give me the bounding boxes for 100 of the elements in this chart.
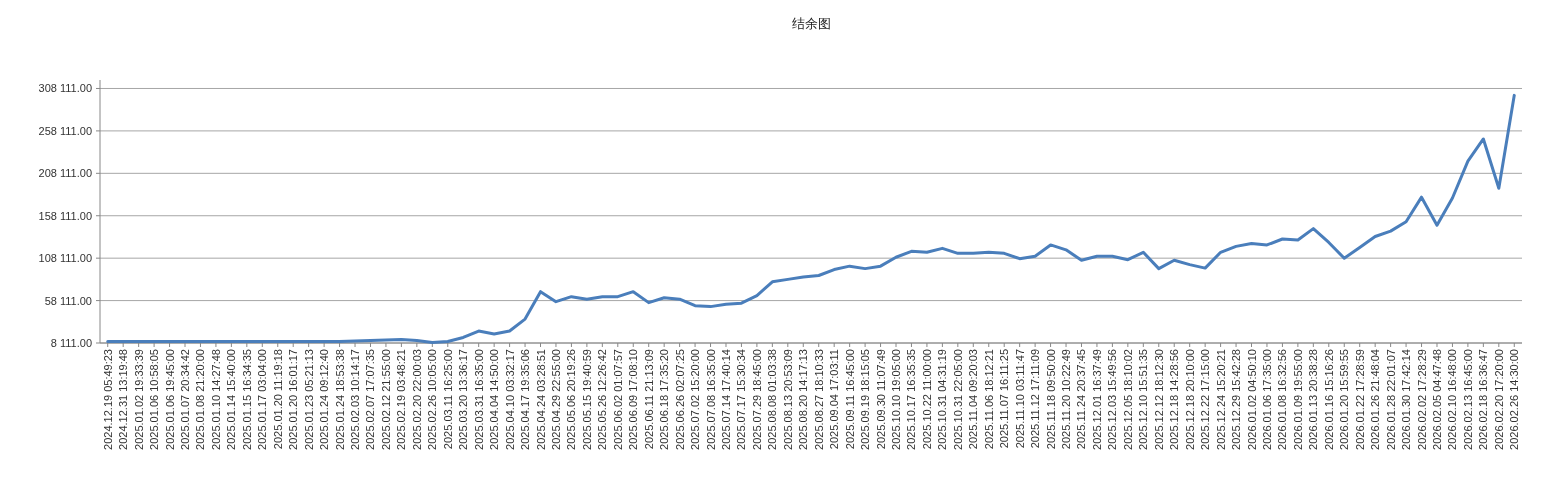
chart-title: 结余图 — [791, 16, 831, 31]
x-tick-label: 2026.01.20 15:59:55 — [1338, 349, 1351, 450]
x-tick-label: 2025.02.12 21:55:00 — [379, 349, 392, 450]
x-tick-label: 2026.02.02 17:28:29 — [1415, 349, 1428, 450]
x-tick-label: 2025.05.26 12:26:42 — [596, 349, 609, 450]
x-tick-label: 2025.02.20 22:00:03 — [410, 349, 423, 450]
y-tick-label: 158 111.00 — [38, 209, 92, 222]
x-tick-label: 2025.02.03 10:14:17 — [349, 349, 362, 450]
x-tick-label: 2026.01.30 17:42:14 — [1400, 349, 1413, 450]
x-tick-label: 2025.11.20 10:22:49 — [1060, 349, 1073, 450]
x-tick-label: 2025.11.04 09:20:03 — [967, 349, 980, 450]
x-tick-label: 2025.12.01 16:37:49 — [1090, 349, 1103, 450]
x-tick-label: 2025.12.18 14:28:56 — [1168, 349, 1181, 450]
x-tick-label: 2025.07.29 18:45:00 — [750, 349, 763, 450]
x-tick-label: 2025.08.20 14:17:13 — [797, 349, 810, 450]
x-tick-label: 2025.12.03 15:49:56 — [1106, 349, 1119, 450]
y-tick-label: 258 111.00 — [38, 124, 92, 137]
y-tick-label: 58 111.00 — [44, 294, 92, 307]
x-tick-label: 2026.02.26 14:30:00 — [1508, 349, 1521, 450]
x-tick-label: 2024.12.31 13:19:48 — [117, 349, 130, 450]
y-tick-label: 208 111.00 — [38, 167, 92, 180]
x-tick-label: 2025.03.20 13:36:17 — [457, 349, 470, 450]
x-tick-label: 2025.01.06 10:58:05 — [148, 349, 161, 450]
x-tick-label: 2026.02.10 16:48:00 — [1446, 349, 1459, 450]
x-tick-label: 2025.04.24 03:28:51 — [534, 349, 547, 450]
x-tick-label: 2025.01.08 21:20:00 — [194, 349, 207, 450]
x-tick-label: 2025.06.02 01:07:57 — [611, 349, 624, 450]
x-tick-label: 2026.01.02 04:50:10 — [1245, 349, 1258, 450]
x-tick-label: 2025.09.19 18:15:05 — [859, 349, 872, 450]
x-tick-label: 2025.01.24 18:53:38 — [333, 349, 346, 450]
x-tick-label: 2025.10.22 11:00:00 — [920, 349, 933, 450]
x-tick-label: 2025.12.22 17:15:00 — [1199, 349, 1212, 450]
x-tick-label: 2025.02.19 03:48:21 — [395, 349, 408, 450]
x-tick-label: 2025.01.23 05:21:13 — [302, 349, 315, 450]
x-tick-label: 2026.01.22 17:28:59 — [1353, 349, 1366, 450]
x-tick-label: 2025.01.02 19:33:39 — [132, 349, 145, 450]
x-tick-label: 2025.11.18 09:50:00 — [1044, 349, 1057, 450]
x-tick-label: 2025.11.07 16:11:25 — [998, 349, 1011, 449]
x-tick-label: 2025.12.29 15:42:28 — [1230, 349, 1243, 450]
line-series — [106, 93, 1516, 344]
x-tick-label: 2025.06.18 17:35:20 — [658, 349, 671, 450]
x-tick-label: 2025.06.26 02:07:25 — [673, 349, 686, 450]
x-tick-label: 2025.02.26 10:05:00 — [426, 349, 439, 450]
x-tick-label: 2025.01.07 20:34:42 — [179, 349, 192, 450]
x-tick-label: 2025.07.14 17:40:14 — [719, 349, 732, 450]
y-tick-label: 308 111.00 — [38, 82, 92, 95]
x-tick-label: 2025.01.20 11:19:18 — [271, 349, 284, 450]
x-tick-label: 2025.07.02 15:20:00 — [689, 349, 702, 450]
x-tick-label: 2026.01.13 20:38:28 — [1307, 349, 1320, 450]
x-tick-label: 2026.01.08 16:32:56 — [1276, 349, 1289, 450]
x-tick-label: 2025.08.13 20:53:09 — [781, 349, 794, 450]
x-tick-label: 2025.04.10 03:32:17 — [503, 349, 516, 450]
x-tick-label: 2025.10.31 04:31:19 — [936, 349, 949, 450]
x-tick-label: 2025.04.29 22:55:00 — [549, 349, 562, 450]
x-tick-label: 2025.09.30 11:07:49 — [874, 349, 887, 450]
x-tick-label: 2025.01.15 16:34:35 — [240, 349, 253, 450]
x-tick-label: 2025.10.31 22:05:00 — [951, 349, 964, 450]
x-tick-label: 2025.01.24 09:12:40 — [318, 349, 331, 450]
x-tick-label: 2025.06.09 17:08:10 — [627, 349, 640, 450]
x-tick-label: 2025.12.05 18:10:02 — [1121, 349, 1134, 450]
x-tick-label: 2025.05.15 19:40:59 — [580, 349, 593, 450]
x-tick-label: 2025.02.07 17:07:35 — [364, 349, 377, 450]
x-tick-label: 2026.01.28 22:01:07 — [1384, 349, 1397, 450]
y-tick-label: 8 111.00 — [50, 337, 92, 349]
x-tick-label: 2025.01.06 19:45:00 — [163, 349, 176, 450]
x-tick-label: 2025.08.08 01:03:38 — [766, 349, 779, 450]
x-tick-label: 2025.03.11 16:25:00 — [441, 349, 454, 450]
x-tick-label: 2025.11.12 17:11:09 — [1029, 349, 1042, 449]
x-tick-label: 2025.12.12 18:12:30 — [1152, 349, 1165, 450]
x-tick-label: 2025.06.11 21:13:09 — [642, 349, 655, 450]
x-tick-label: 2025.10.17 16:35:35 — [905, 349, 918, 450]
x-tick-label: 2025.12.24 15:20:21 — [1214, 349, 1227, 450]
x-tick-label: 2025.09.11 16:45:00 — [843, 349, 856, 450]
x-tick-label: 2025.04.04 14:50:00 — [488, 349, 501, 450]
x-tick-label: 2026.02.13 16:45:00 — [1461, 349, 1474, 450]
x-tick-label: 2026.02.18 16:36:47 — [1477, 349, 1490, 450]
y-tick-label: 108 111.00 — [38, 252, 92, 265]
x-tick-label: 2025.09.04 17:03:11 — [828, 349, 841, 450]
x-tick-label: 2025.01.10 14:27:48 — [209, 349, 222, 450]
x-tick-label: 2025.01.14 15:40:00 — [225, 349, 238, 450]
x-tick-label: 2025.03.31 16:35:00 — [472, 349, 485, 450]
x-tick-label: 2025.07.17 15:30:34 — [735, 349, 748, 450]
x-tick-label: 2026.01.06 17:35:00 — [1260, 349, 1273, 450]
x-tick-label: 2024.12.19 05:49:23 — [101, 349, 114, 450]
x-tick-label: 2025.11.06 18:12:21 — [982, 349, 995, 450]
x-tick-label: 2026.02.20 17:20:00 — [1492, 349, 1505, 450]
x-tick-label: 2026.01.16 15:16:26 — [1322, 349, 1335, 450]
x-tick-label: 2025.07.08 16:35:00 — [704, 349, 717, 450]
x-tick-label: 2026.02.05 04:47:48 — [1430, 349, 1443, 450]
x-tick-label: 2025.04.17 19:35:06 — [519, 349, 532, 450]
x-tick-label: 2025.08.27 18:10:33 — [812, 349, 825, 450]
x-tick-label: 2025.01.17 03:04:00 — [256, 349, 269, 450]
x-tick-label: 2025.01.20 16:01:17 — [287, 349, 300, 450]
x-tick-label: 2026.01.09 19:55:00 — [1291, 349, 1304, 450]
x-tick-label: 2025.11.24 20:37:45 — [1075, 349, 1088, 450]
x-tick-label: 2025.11.10 03:11:47 — [1013, 349, 1026, 449]
x-tick-label: 2025.12.10 15:51:35 — [1137, 349, 1150, 450]
x-tick-label: 2025.12.18 20:10:00 — [1183, 349, 1196, 450]
x-tick-label: 2025.05.06 20:19:26 — [565, 349, 578, 450]
x-tick-label: 2026.01.26 21:48:04 — [1369, 349, 1382, 450]
